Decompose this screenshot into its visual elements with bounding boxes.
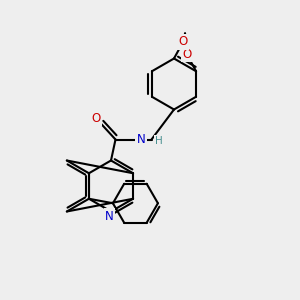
Text: N: N [136,133,146,146]
Text: H: H [155,136,163,146]
Text: O: O [178,35,188,49]
Text: O: O [92,112,100,125]
Text: N: N [105,209,114,223]
Text: O: O [182,48,192,61]
